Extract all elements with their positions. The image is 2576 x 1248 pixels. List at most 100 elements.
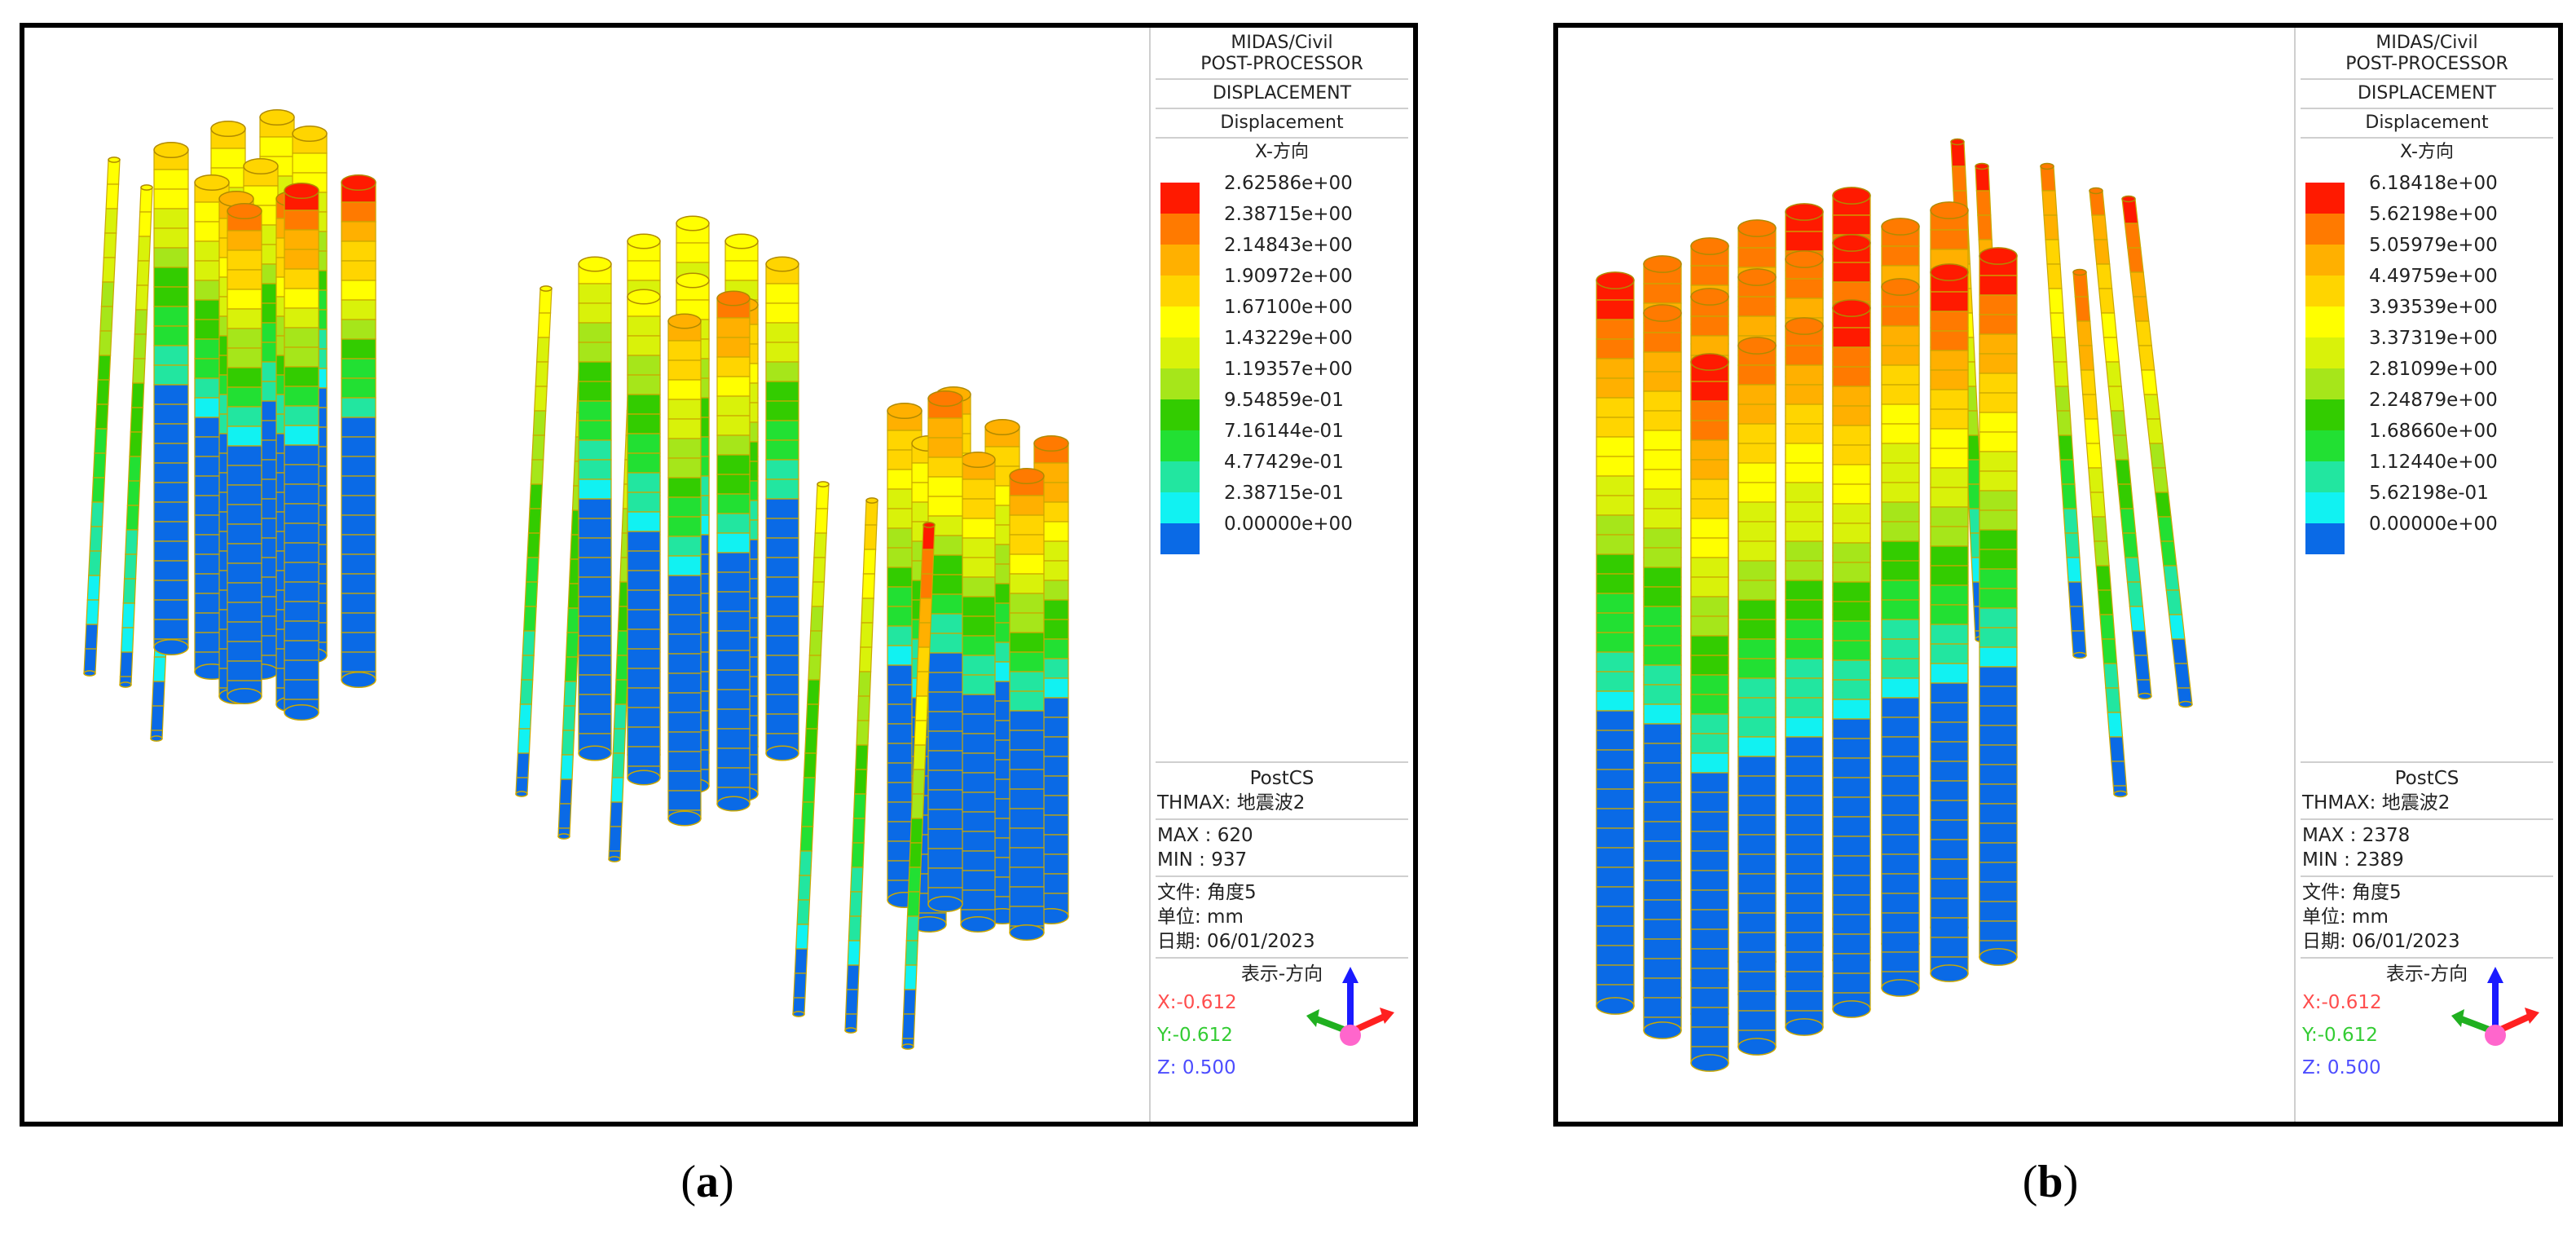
- max-node: MAX : 620: [1157, 825, 1253, 846]
- view-x: X:-0.612: [1157, 992, 1237, 1013]
- pile: [1596, 271, 1635, 1015]
- pile: [1690, 353, 1729, 1072]
- pile: [2072, 268, 2128, 798]
- pile: [284, 183, 319, 721]
- pile: [119, 184, 153, 688]
- scale-swatch: [1160, 523, 1200, 554]
- panel-a: MIDAS/Civil POST-PROCESSOR DISPLACEMENT …: [20, 23, 1418, 1127]
- scale-value: 6.18418e+00: [2369, 173, 2498, 194]
- pile: [765, 256, 799, 761]
- max-node: MAX : 2378: [2302, 825, 2411, 846]
- scale-value: 5.62198e+00: [2369, 204, 2498, 225]
- scale-value: 3.37319e+00: [2369, 328, 2498, 349]
- legend-a: MIDAS/Civil POST-PROCESSOR DISPLACEMENT …: [1149, 28, 1413, 1122]
- view-y: Y:-0.612: [2302, 1025, 2378, 1046]
- pile: [1785, 317, 1824, 1036]
- scale-value: 3.93539e+00: [2369, 297, 2498, 318]
- scale-value: 2.24879e+00: [2369, 390, 2498, 411]
- subfigure-label-a: (a): [680, 1157, 734, 1207]
- min-node: MIN : 937: [1157, 849, 1248, 871]
- scale-swatch: [2305, 492, 2345, 523]
- scale-swatch: [2305, 461, 2345, 492]
- scale-swatch: [1160, 461, 1200, 492]
- pile: [2040, 162, 2087, 659]
- scale-swatch: [2305, 183, 2345, 214]
- thmax-label: THMAX: 地震波2: [2302, 792, 2451, 814]
- pile: [1009, 468, 1045, 941]
- pile: [1979, 247, 2018, 966]
- scale-swatch: [1160, 492, 1200, 523]
- view-direction-title: 表示-方向: [2385, 964, 2468, 985]
- scale-swatch: [1160, 245, 1200, 276]
- scale-value: 4.49759e+00: [2369, 266, 2498, 287]
- pile: [1737, 337, 1777, 1056]
- pile: [844, 497, 878, 1034]
- scale-value: 1.90972e+00: [1224, 266, 1353, 287]
- scale-value: 9.54859e-01: [1224, 390, 1344, 411]
- pile: [341, 174, 376, 688]
- pile: [792, 481, 830, 1017]
- result-component: Displacement: [2365, 112, 2489, 133]
- pile: [1930, 263, 1969, 982]
- scale-value: 5.62198e-01: [2369, 483, 2489, 504]
- scale-swatch: [2305, 245, 2345, 276]
- view-x: X:-0.612: [2302, 992, 2382, 1013]
- min-node: MIN : 2389: [2302, 849, 2404, 871]
- scale-value: 0.00000e+00: [2369, 514, 2498, 535]
- scale-value: 2.62586e+00: [1224, 173, 1353, 194]
- scale-swatch: [2305, 430, 2345, 461]
- pile: [2089, 187, 2152, 700]
- scale-value: 5.05979e+00: [2369, 235, 2498, 256]
- thmax-label: THMAX: 地震波2: [1157, 792, 1306, 814]
- pile-model-view-b: [1596, 138, 2193, 1072]
- pile: [515, 285, 553, 797]
- scale-swatch: [2305, 523, 2345, 554]
- scale-value: 2.38715e-01: [1224, 483, 1344, 504]
- result-direction: X-方向: [2400, 142, 2454, 162]
- scale-value: 2.14843e+00: [1224, 235, 1353, 256]
- view-z: Z: 0.500: [2302, 1057, 2381, 1078]
- pile: [1881, 278, 1920, 997]
- axis-triad-icon: [2451, 967, 2539, 1046]
- view-direction-title: 表示-方向: [1240, 964, 1323, 985]
- pile: [153, 142, 189, 655]
- pile: [83, 157, 121, 677]
- date-label: 日期: 06/01/2023: [1157, 931, 1315, 952]
- scale-value: 4.77429e-01: [1224, 452, 1344, 473]
- scale-swatch: [2305, 399, 2345, 430]
- scale-value: 7.16144e-01: [1224, 421, 1344, 442]
- legend-subtitle: POST-PROCESSOR: [2345, 54, 2508, 74]
- scale-swatch: [1160, 368, 1200, 399]
- legend-b: MIDAS/Civil POST-PROCESSOR DISPLACEMENT …: [2294, 28, 2558, 1122]
- pile: [227, 203, 262, 704]
- view-z: Z: 0.500: [1157, 1057, 1236, 1078]
- scale-swatch: [1160, 399, 1200, 430]
- unit-label: 单位: mm: [1157, 906, 1244, 928]
- scale-value: 1.19357e+00: [1224, 359, 1353, 380]
- file-label: 文件: 角度5: [2302, 882, 2402, 903]
- pile: [1643, 304, 1682, 1039]
- result-type: DISPLACEMENT: [1212, 83, 1352, 104]
- scale-swatch: [2305, 337, 2345, 368]
- result-direction: X-方向: [1255, 142, 1309, 162]
- scale-value: 1.68660e+00: [2369, 421, 2498, 442]
- scale-swatch: [2305, 276, 2345, 306]
- info-block: PostCS THMAX: 地震波2 MAX : 620 MIN : 937 文…: [1151, 758, 1413, 1084]
- scale-value: 1.67100e+00: [1224, 297, 1353, 318]
- pile: [578, 256, 612, 761]
- file-label: 文件: 角度5: [1157, 882, 1257, 903]
- axis-triad-icon: [1306, 967, 1394, 1046]
- scale-value: 1.12440e+00: [2369, 452, 2498, 473]
- scale-swatch: [1160, 337, 1200, 368]
- scale-value: 2.81099e+00: [2369, 359, 2498, 380]
- scale-swatch: [2305, 306, 2345, 337]
- scale-swatch: [1160, 276, 1200, 306]
- pile: [627, 289, 661, 786]
- pile: [901, 522, 936, 1050]
- postcs-label: PostCS: [1249, 768, 1314, 789]
- legend-subtitle: POST-PROCESSOR: [1200, 54, 1363, 74]
- date-label: 日期: 06/01/2023: [2302, 931, 2460, 952]
- pile-model-view-a: [83, 109, 1069, 1050]
- pile: [927, 390, 963, 912]
- pile: [960, 452, 996, 933]
